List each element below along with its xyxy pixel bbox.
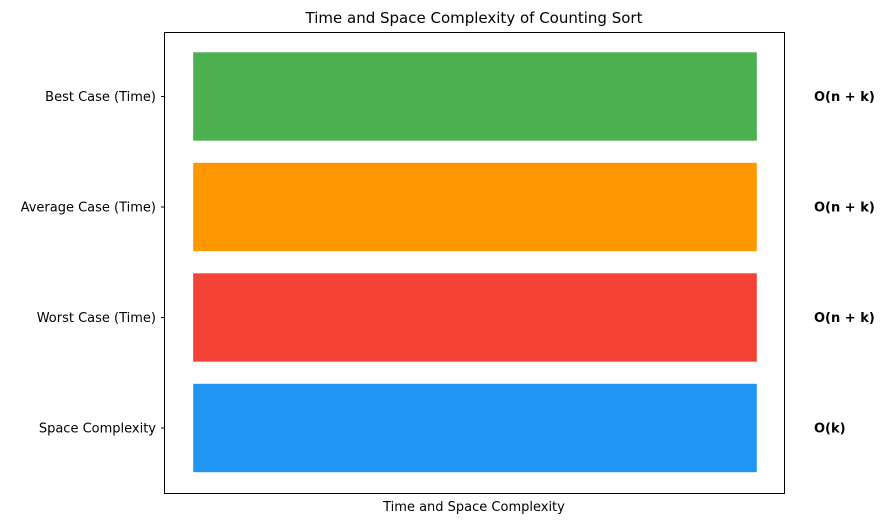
plot-frame: [164, 32, 785, 494]
y-tick-label: Space Complexity: [39, 422, 156, 437]
value-label: O(n + k): [814, 201, 875, 216]
chart-title: Time and Space Complexity of Counting So…: [305, 9, 643, 27]
y-tick-label: Best Case (Time): [45, 90, 156, 105]
y-tick-label: Worst Case (Time): [37, 311, 156, 326]
bar-0: [193, 52, 757, 141]
x-axis-label: Time and Space Complexity: [382, 500, 565, 515]
y-tick-layer: Best Case (Time) Average Case (Time) Worst…: [21, 90, 165, 437]
bar-3: [193, 383, 757, 473]
value-label-layer: O(n + k) O(n + k) O(n + k) O(k): [814, 90, 875, 437]
bar-1: [193, 162, 757, 252]
value-label: O(n + k): [814, 90, 875, 105]
y-tick-label: Average Case (Time): [21, 201, 156, 216]
value-label: O(n + k): [814, 311, 875, 326]
bars-layer: [193, 52, 757, 473]
value-label: O(k): [814, 422, 846, 437]
bar-2: [193, 273, 757, 362]
